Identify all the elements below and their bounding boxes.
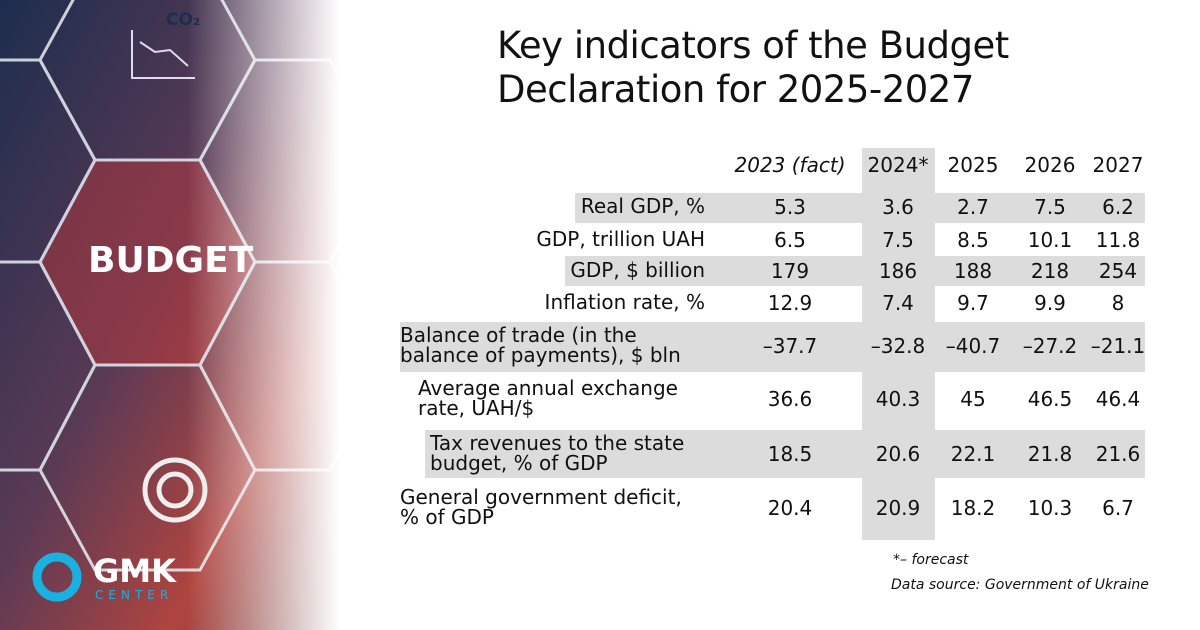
cell-value: 11.8 bbox=[1095, 228, 1141, 252]
cell-value: 179 bbox=[770, 259, 810, 283]
source: Data source: Government of Ukraine bbox=[891, 577, 1149, 593]
cell-value: 6.2 bbox=[1102, 195, 1134, 219]
cell-value: 10.3 bbox=[1027, 496, 1073, 520]
cell-value: 6.7 bbox=[1102, 496, 1134, 520]
icon-text: CO₂ bbox=[166, 10, 201, 30]
cell-value: 7.5 bbox=[882, 228, 914, 252]
cell-value: 20.4 bbox=[767, 496, 813, 520]
title: Key indicators of the Budget bbox=[497, 24, 1009, 67]
cell-value: 46.4 bbox=[1095, 387, 1141, 411]
cell-value: 40.3 bbox=[875, 387, 921, 411]
side-panel bbox=[0, 0, 340, 630]
cell-value: 20.9 bbox=[875, 496, 921, 520]
row-label: GDP, trillion UAH bbox=[536, 227, 705, 251]
badge: BUDGET bbox=[88, 240, 254, 281]
cell-value: 45 bbox=[960, 387, 986, 411]
cell-value: 2.7 bbox=[957, 195, 989, 219]
row-label: Inflation rate, % bbox=[544, 290, 705, 314]
column-header: 2026 bbox=[1024, 153, 1076, 177]
cell-value: 20.6 bbox=[875, 442, 921, 466]
cell-value: –21.1 bbox=[1090, 334, 1146, 358]
row-stripe bbox=[400, 322, 1145, 372]
cell-value: 12.9 bbox=[767, 291, 813, 315]
cell-value: 186 bbox=[878, 259, 918, 283]
cell-value: 22.1 bbox=[950, 442, 996, 466]
row-label: Real GDP, % bbox=[580, 194, 705, 218]
cell-value: 188 bbox=[953, 259, 993, 283]
cell-value: 6.5 bbox=[774, 228, 806, 252]
column-header: 2024* bbox=[867, 153, 929, 177]
cell-value: –40.7 bbox=[945, 334, 1001, 358]
cell-value: 21.8 bbox=[1027, 442, 1073, 466]
row-label: Balance of trade (in the balance of paym… bbox=[400, 323, 681, 367]
cell-value: 218 bbox=[1030, 259, 1070, 283]
cell-value: 36.6 bbox=[767, 387, 813, 411]
footnote: *– forecast bbox=[893, 552, 969, 568]
cell-value: 7.5 bbox=[1034, 195, 1066, 219]
cell-value: 8.5 bbox=[957, 228, 989, 252]
cell-value: –27.2 bbox=[1022, 334, 1078, 358]
row-label: GDP, $ billion bbox=[570, 258, 705, 282]
cell-value: 21.6 bbox=[1095, 442, 1141, 466]
column-header: 2025 bbox=[947, 153, 999, 177]
row-stripe bbox=[575, 193, 1145, 223]
row-label: Average annual exchange rate, UAH/$ bbox=[418, 376, 678, 420]
cell-value: –37.7 bbox=[762, 334, 818, 358]
cell-value: 18.5 bbox=[767, 442, 813, 466]
cell-value: –32.8 bbox=[870, 334, 926, 358]
cell-value: 5.3 bbox=[774, 195, 806, 219]
row-label: Tax revenues to the state budget, % of G… bbox=[430, 431, 685, 475]
cell-value: 254 bbox=[1098, 259, 1138, 283]
logo-sub: CENTER bbox=[95, 588, 174, 602]
logo: GMK bbox=[93, 552, 176, 590]
cell-value: 9.7 bbox=[957, 291, 989, 315]
row-label: General government deficit, % of GDP bbox=[400, 485, 682, 529]
row-stripe bbox=[565, 256, 1145, 286]
row-stripe bbox=[425, 430, 1145, 478]
column-header: 2027 bbox=[1092, 153, 1144, 177]
cell-value: 3.6 bbox=[882, 195, 914, 219]
cell-value: 18.2 bbox=[950, 496, 996, 520]
title: Declaration for 2025-2027 bbox=[497, 68, 974, 111]
cell-value: 8 bbox=[1111, 291, 1125, 315]
cell-value: 9.9 bbox=[1034, 291, 1066, 315]
column-header: 2023 (fact) bbox=[734, 153, 846, 177]
cell-value: 46.5 bbox=[1027, 387, 1073, 411]
cell-value: 7.4 bbox=[882, 291, 914, 315]
cell-value: 10.1 bbox=[1027, 228, 1073, 252]
